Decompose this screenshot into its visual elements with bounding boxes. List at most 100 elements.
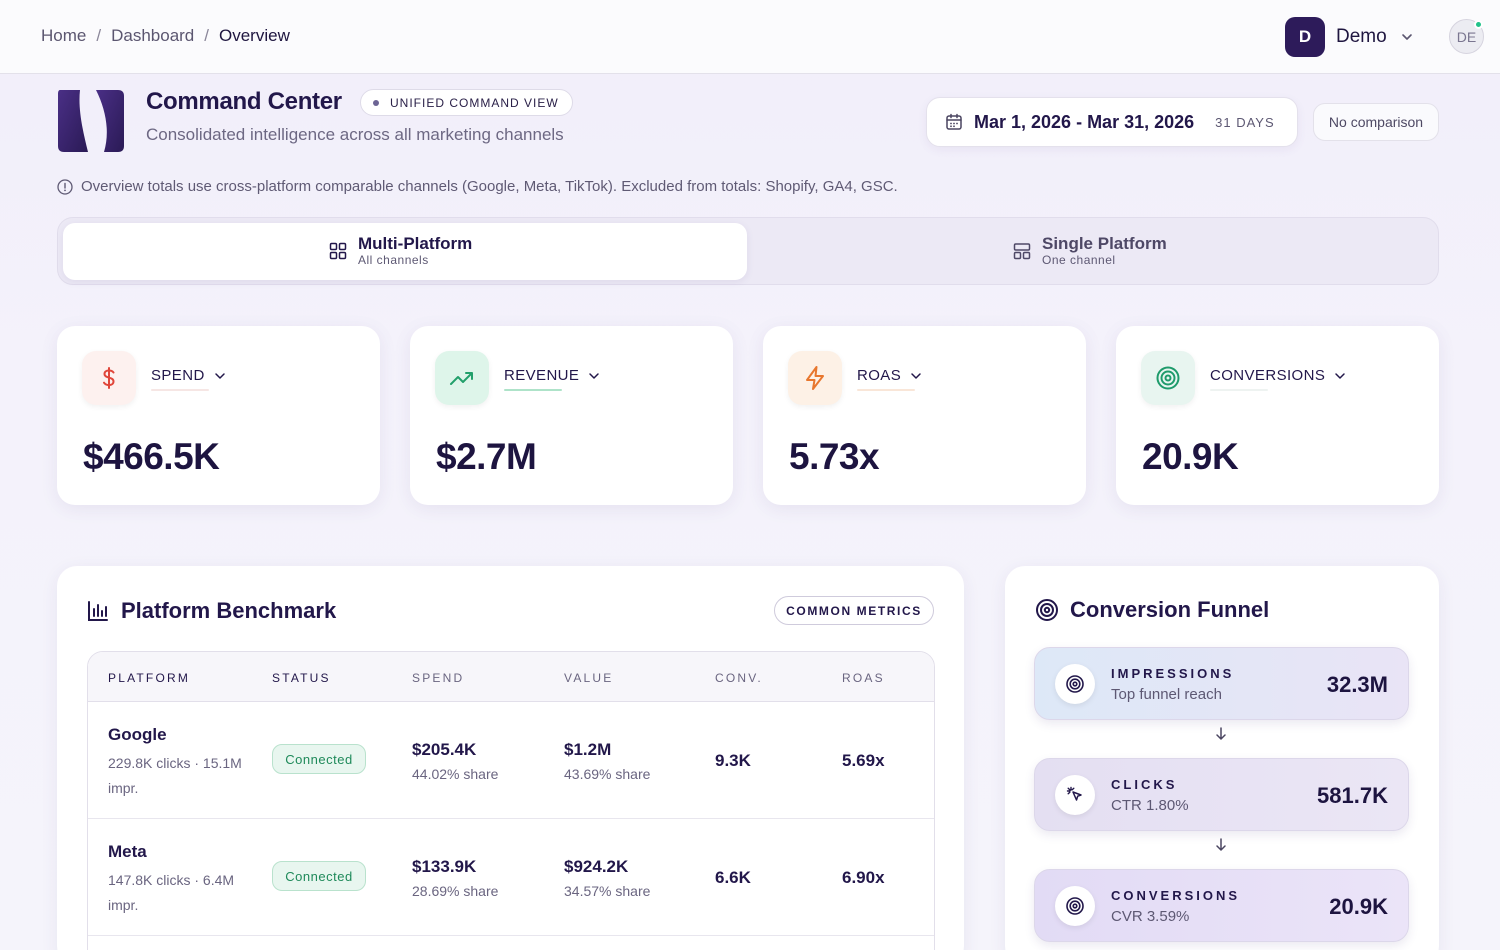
funnel-step-label: IMPRESSIONS [1111, 666, 1235, 681]
cursor-click-icon [1055, 775, 1095, 815]
kpi-card-conversions[interactable]: CONVERSIONS 20.9K [1116, 326, 1439, 505]
funnel-step-sub: CVR 3.59% [1111, 908, 1190, 925]
trending-up-icon [435, 351, 489, 405]
spend-share: 28.69% share [412, 883, 499, 899]
info-note: Overview totals use cross-platform compa… [57, 178, 898, 195]
account-badge: D [1285, 17, 1325, 57]
kpi-metric-selector[interactable]: SPEND [151, 367, 226, 384]
platform-name: Meta [108, 842, 147, 861]
tab-multi-title: Multi-Platform [358, 234, 473, 253]
target-icon [1141, 351, 1195, 405]
target-icon [1055, 886, 1095, 926]
user-avatar[interactable]: DE [1449, 19, 1484, 54]
funnel-step-impressions[interactable]: IMPRESSIONS Top funnel reach 32.3M [1034, 647, 1409, 720]
view-toggle: Multi-Platform All channels Single Platf… [57, 217, 1439, 285]
spend-value: $133.9K [412, 857, 477, 876]
account-switcher[interactable]: D Demo [1285, 17, 1413, 57]
kpi-value: 20.9K [1142, 436, 1239, 477]
target-icon [1055, 664, 1095, 704]
spend-share: 44.02% share [412, 766, 499, 782]
col-platform: PLATFORM [108, 671, 191, 685]
kpi-label: CONVERSIONS [1210, 367, 1326, 384]
table-row[interactable]: Google 229.8K clicks · 15.1M impr. Conne… [88, 702, 934, 819]
col-spend[interactable]: SPEND [412, 671, 465, 685]
arrow-down-icon [1216, 838, 1226, 851]
chevron-down-icon [589, 372, 600, 379]
tab-single-platform[interactable]: Single Platform One channel [1013, 234, 1167, 268]
value-share: 43.69% share [564, 766, 651, 782]
funnel-step-conversions[interactable]: CONVERSIONS CVR 3.59% 20.9K [1034, 869, 1409, 942]
kpi-metric-selector[interactable]: ROAS [857, 367, 922, 384]
platform-meta: 229.8K clicks · 15.1M impr. [108, 755, 242, 796]
platform-meta: 147.8K clicks · 6.4M impr. [108, 872, 235, 913]
table-row[interactable]: Meta 147.8K clicks · 6.4M impr. Connecte… [88, 819, 934, 936]
col-conv[interactable]: CONV. [715, 671, 763, 685]
funnel-step-sub: CTR 1.80% [1111, 797, 1189, 814]
col-status: STATUS [272, 671, 331, 685]
lightning-icon [788, 351, 842, 405]
kpi-underline [857, 389, 915, 391]
col-value[interactable]: VALUE [564, 671, 614, 685]
calendar-icon [946, 113, 962, 130]
online-status-dot [1474, 20, 1483, 29]
view-badge: UNIFIED COMMAND VIEW [360, 89, 573, 116]
tab-multi-platform-content[interactable]: Multi-Platform All channels [329, 234, 472, 268]
benchmark-title-text: Platform Benchmark [121, 598, 337, 623]
breadcrumb-current: Overview [219, 26, 290, 45]
status-badge: Connected [272, 861, 366, 891]
brand-logo [58, 90, 124, 152]
avatar-initials: DE [1456, 28, 1477, 45]
account-name: Demo [1336, 26, 1387, 47]
spend-value: $205.4K [412, 740, 477, 759]
kpi-underline [151, 389, 209, 391]
roas-value: 6.90x [842, 868, 885, 887]
comparison-button[interactable]: No comparison [1313, 103, 1439, 141]
table-header: PLATFORM STATUS SPEND VALUE CONV. ROAS [88, 652, 934, 702]
dollar-icon [82, 351, 136, 405]
benchmark-title: Platform Benchmark [87, 598, 336, 624]
funnel-step-label: CLICKS [1111, 777, 1178, 792]
date-range-picker[interactable]: Mar 1, 2026 - Mar 31, 2026 31 DAYS [926, 97, 1298, 147]
layout-icon [1013, 243, 1031, 260]
target-icon [1036, 599, 1058, 621]
breadcrumb-home[interactable]: Home [41, 26, 87, 45]
breadcrumb-separator: / [204, 26, 209, 45]
kpi-card-spend[interactable]: SPEND $466.5K [57, 326, 380, 505]
platform-name: Google [108, 725, 167, 744]
info-icon [57, 178, 73, 195]
benchmark-table: PLATFORM STATUS SPEND VALUE CONV. ROAS G… [87, 651, 935, 950]
chevron-down-icon [1335, 372, 1346, 379]
kpi-metric-selector[interactable]: REVENUE [504, 367, 600, 384]
kpi-label: SPEND [151, 367, 205, 384]
badge-dot [373, 99, 379, 106]
kpi-card-roas[interactable]: ROAS 5.73x [763, 326, 1086, 505]
funnel-step-value: 581.7K [1317, 783, 1388, 808]
bar-chart-icon [88, 601, 108, 621]
funnel-step-label: CONVERSIONS [1111, 888, 1241, 903]
funnel-step-clicks[interactable]: CLICKS CTR 1.80% 581.7K [1034, 758, 1409, 831]
funnel-title: Conversion Funnel [1035, 597, 1269, 623]
roas-value: 5.69x [842, 751, 885, 770]
value-amount: $924.2K [564, 857, 629, 876]
value-amount: $1.2M [564, 740, 612, 759]
page-title: Command Center [146, 88, 342, 115]
status-badge: Connected [272, 744, 366, 774]
breadcrumb-dashboard[interactable]: Dashboard [111, 26, 195, 45]
kpi-metric-selector[interactable]: CONVERSIONS [1210, 367, 1346, 384]
col-roas[interactable]: ROAS [842, 671, 885, 685]
kpi-label: REVENUE [504, 367, 580, 384]
tab-multi-sub: All channels [358, 253, 429, 267]
common-metrics-badge: COMMON METRICS [774, 596, 934, 625]
conv-value: 9.3K [715, 751, 751, 770]
chevron-down-icon [911, 372, 921, 379]
date-range-days: 31 DAYS [1215, 114, 1275, 130]
conversion-funnel-panel: Conversion Funnel IMPRESSIONS Top funnel… [1005, 566, 1439, 950]
kpi-value: $2.7M [436, 436, 537, 477]
funnel-step-sub: Top funnel reach [1111, 686, 1222, 703]
kpi-card-revenue[interactable]: REVENUE $2.7M [410, 326, 733, 505]
kpi-value: 5.73x [789, 436, 880, 477]
funnel-title-text: Conversion Funnel [1070, 597, 1270, 622]
top-bar: Home / Dashboard / Overview D Demo DE [0, 0, 1500, 74]
funnel-step-value: 32.3M [1326, 672, 1388, 697]
tab-multi-platform[interactable] [63, 223, 747, 280]
